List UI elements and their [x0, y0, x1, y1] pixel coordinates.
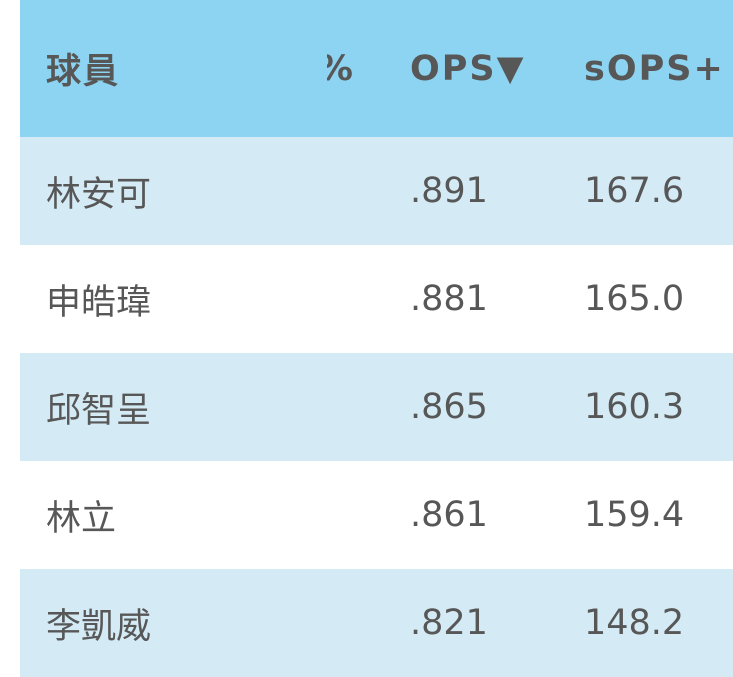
table-header: 球員% OPS▼ sOPS+ [20, 0, 733, 137]
stat-cell: 167.6 [584, 171, 685, 211]
stat-cell: .821 [410, 603, 488, 643]
table-row: 邱智呈 .865 160.3 [20, 353, 733, 461]
table-row: 李凱威 .821 148.2 [20, 569, 733, 677]
stat-cell: .861 [410, 495, 488, 535]
table-row: 申皓瑋 .881 165.0 [20, 245, 733, 353]
header-cell: 球員 [46, 52, 121, 92]
header-cell[interactable]: sOPS+ [584, 48, 725, 89]
stat-cell: .881 [410, 279, 488, 319]
player-name: 邱智呈 [46, 390, 152, 431]
stat-cell: 165.0 [584, 279, 685, 319]
player-name: 李凱威 [46, 606, 152, 647]
table-row: 林安可 .891 167.6 [20, 137, 733, 245]
player-name: 林立 [46, 498, 117, 539]
stats-table: 球員% OPS▼ sOPS+ 林安可 .891 167.6 申皓瑋 .881 165.0 邱智呈.… [20, 0, 733, 677]
player-name: 申皓瑋 [46, 282, 152, 323]
header-cell[interactable]: OPS▼ [410, 48, 526, 89]
table-row: 林立 .861 159.4 [20, 461, 733, 569]
stat-cell: 159.4 [584, 495, 685, 535]
stat-cell: 160.3 [584, 387, 685, 427]
stat-cell: .865 [410, 387, 488, 427]
player-name: 林安可 [46, 174, 152, 215]
header-cell: % [327, 0, 355, 137]
stat-cell: 148.2 [584, 603, 685, 643]
stat-cell: .891 [410, 171, 488, 211]
